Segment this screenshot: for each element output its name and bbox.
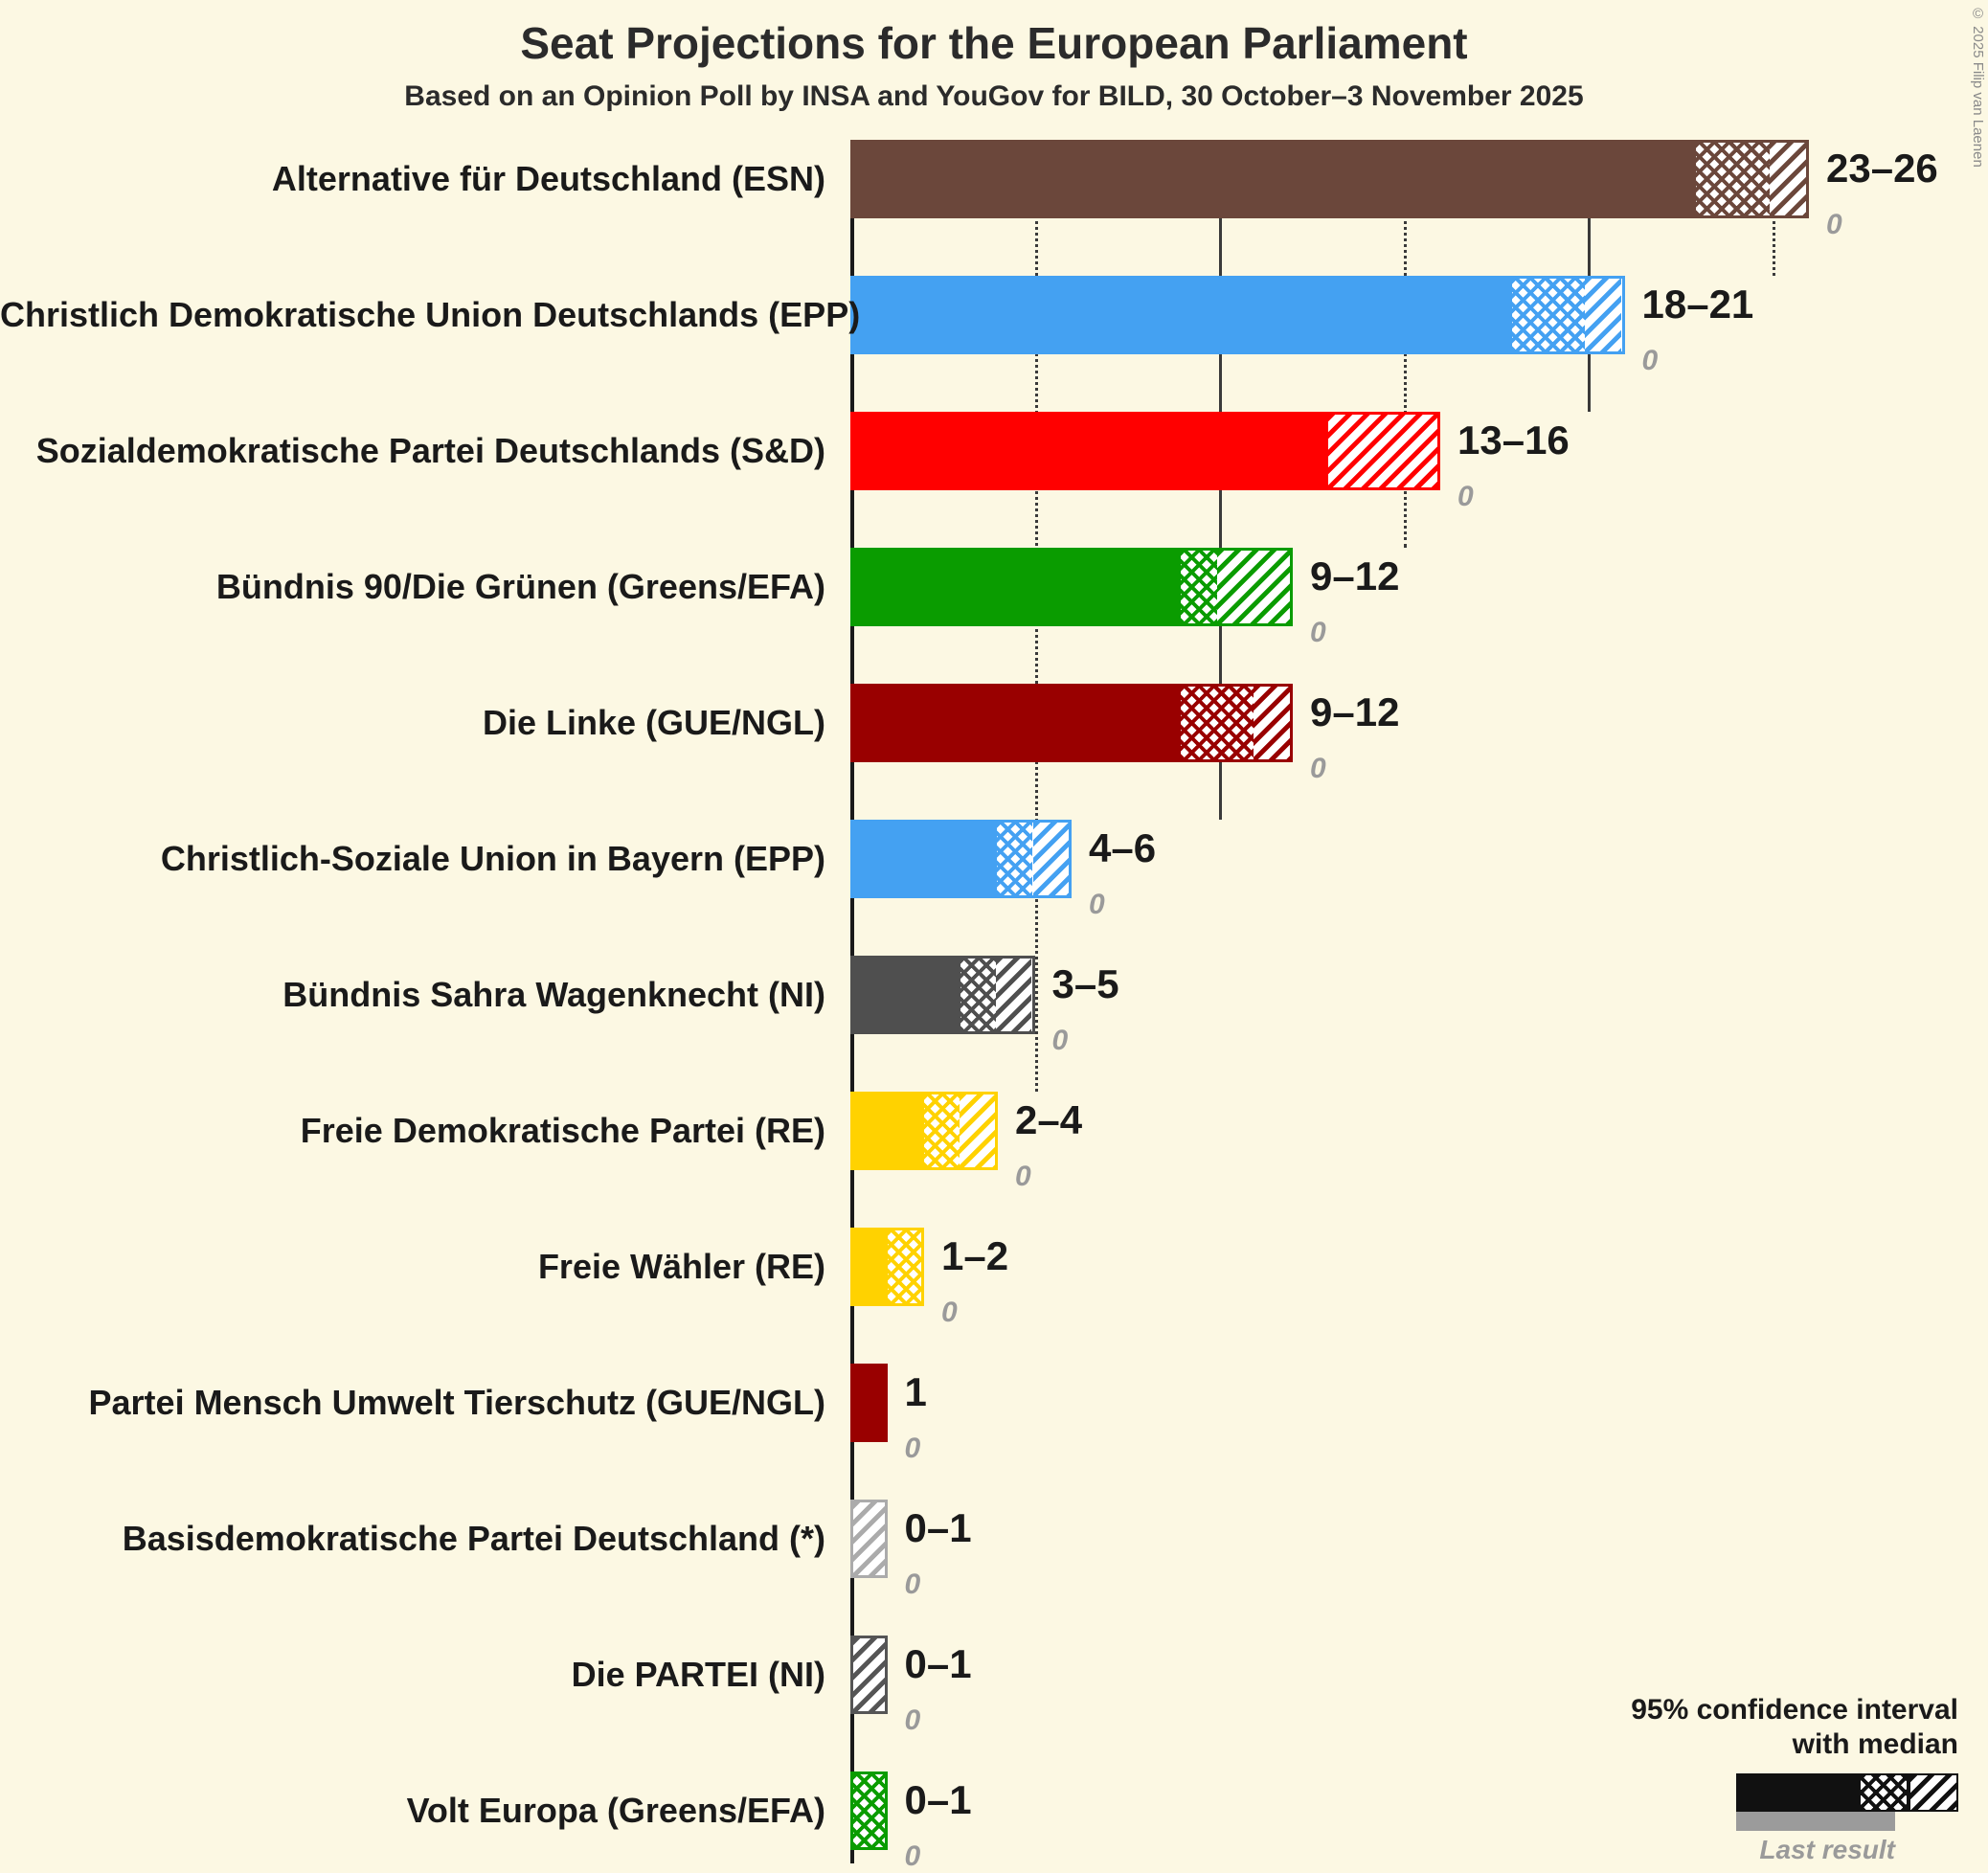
- seats-range-label: 13–16: [1457, 417, 1570, 463]
- bar-crosshatch-segment: [960, 959, 997, 1031]
- seats-range-label: 23–26: [1826, 146, 1938, 191]
- seat-bar: [850, 684, 1293, 762]
- bar-crosshatch-segment: [1696, 143, 1770, 215]
- bar-solid-segment: [853, 279, 1512, 351]
- legend-diagonal-segment: [1909, 1773, 1958, 1812]
- legend-last-result-bar: [1736, 1812, 1895, 1831]
- bar-diagonal-segment: [853, 1638, 885, 1711]
- bar-crosshatch-segment: [887, 1230, 921, 1303]
- seat-bar: [850, 1771, 888, 1850]
- bar-solid-segment: [853, 143, 1697, 215]
- chart-subtitle: Based on an Opinion Poll by INSA and You…: [404, 80, 1584, 112]
- party-label: Bündnis Sahra Wagenknecht (NI): [282, 975, 825, 1014]
- legend-crosshatch-segment: [1859, 1773, 1909, 1812]
- seats-range-label: 0–1: [904, 1777, 972, 1822]
- last-result-label: 0: [1310, 753, 1326, 784]
- last-result-label: 0: [1457, 481, 1474, 512]
- party-label: Basisdemokratische Partei Deutschland (*…: [122, 1519, 825, 1558]
- seats-range-label: 4–6: [1089, 825, 1157, 870]
- bar-crosshatch-segment: [996, 823, 1033, 895]
- seats-range-label: 9–12: [1310, 553, 1400, 598]
- party-label: Volt Europa (Greens/EFA): [406, 1791, 825, 1830]
- party-label: Die Linke (GUE/NGL): [482, 703, 825, 742]
- seat-bar: [850, 412, 1440, 490]
- bar-diagonal-segment: [960, 1094, 995, 1167]
- seats-range-label: 0–1: [904, 1505, 972, 1550]
- last-result-label: 0: [904, 1840, 921, 1872]
- bar-diagonal-segment: [1217, 551, 1290, 623]
- seats-range-label: 18–21: [1641, 282, 1754, 327]
- party-label: Bündnis 90/Die Grünen (Greens/EFA): [215, 567, 825, 606]
- party-label: Christlich-Soziale Union in Bayern (EPP): [160, 839, 825, 878]
- seats-range-label: 3–5: [1051, 961, 1119, 1006]
- party-label: Die PARTEI (NI): [571, 1655, 825, 1694]
- bar-diagonal-segment: [1327, 415, 1437, 487]
- bar-diagonal-segment: [853, 1502, 885, 1575]
- bar-solid-segment: [853, 415, 1328, 487]
- last-result-label: 0: [1310, 617, 1326, 648]
- seat-bar: [850, 956, 1035, 1034]
- legend-last-result-label: Last result: [1759, 1835, 1895, 1864]
- seats-range-label: 1: [904, 1369, 927, 1414]
- seats-range-label: 2–4: [1015, 1097, 1083, 1142]
- seat-bar: [850, 276, 1625, 354]
- seat-bar: [850, 1500, 888, 1578]
- legend-ci-bar: [1736, 1773, 1958, 1812]
- bar-solid-segment: [853, 959, 960, 1031]
- copyright-notice: © 2025 Filip van Laenen: [1970, 6, 1986, 168]
- seat-bar: [850, 1092, 998, 1170]
- seat-bar: [850, 1228, 924, 1306]
- bar-crosshatch-segment: [1181, 551, 1217, 623]
- party-label: Alternative für Deutschland (ESN): [271, 159, 825, 198]
- chart-title: Seat Projections for the European Parlia…: [520, 18, 1468, 68]
- last-result-label: 0: [1015, 1161, 1031, 1192]
- legend-ci-line2: with median: [1792, 1728, 1958, 1760]
- last-result-label: 0: [1641, 345, 1659, 376]
- party-label: Christlich Demokratische Union Deutschla…: [0, 295, 861, 334]
- bar-diagonal-segment: [1032, 823, 1069, 895]
- party-label: Partei Mensch Umwelt Tierschutz (GUE/NGL…: [88, 1383, 825, 1422]
- last-result-label: 0: [1051, 1025, 1069, 1056]
- last-result-label: 0: [904, 1433, 921, 1464]
- legend-solid-segment: [1736, 1773, 1859, 1812]
- seat-bar: [850, 1364, 888, 1442]
- last-result-label: 0: [941, 1297, 958, 1328]
- party-label: Freie Demokratische Partei (RE): [300, 1111, 825, 1150]
- bar-solid-segment: [853, 1094, 924, 1167]
- bar-crosshatch-segment: [1511, 279, 1586, 351]
- party-label: Freie Wähler (RE): [537, 1247, 825, 1286]
- bar-diagonal-segment: [996, 959, 1032, 1031]
- bar-diagonal-segment: [1254, 687, 1290, 759]
- bar-diagonal-segment: [1585, 279, 1622, 351]
- legend-ci-line1: 95% confidence interval: [1631, 1694, 1958, 1726]
- last-result-label: 0: [904, 1704, 921, 1736]
- bar-crosshatch-segment: [924, 1094, 960, 1167]
- bar-solid-segment: [853, 823, 997, 895]
- bar-crosshatch-segment: [853, 1774, 885, 1847]
- bar-solid-segment: [853, 551, 1181, 623]
- seat-bar: [850, 820, 1072, 898]
- bar-solid-segment: [853, 1366, 885, 1439]
- legend: 95% confidence interval with median Last…: [1570, 1693, 1958, 1865]
- bar-solid-segment: [853, 1230, 888, 1303]
- last-result-label: 0: [1089, 889, 1105, 920]
- seat-bar: [850, 548, 1293, 626]
- seats-range-label: 0–1: [904, 1641, 972, 1686]
- last-result-label: 0: [1826, 209, 1842, 240]
- seats-range-label: 1–2: [941, 1233, 1009, 1278]
- seat-bar: [850, 140, 1809, 218]
- seat-bar: [850, 1636, 888, 1714]
- bar-diagonal-segment: [1769, 143, 1806, 215]
- party-label: Sozialdemokratische Partei Deutschlands …: [35, 431, 825, 470]
- seats-range-label: 9–12: [1310, 689, 1400, 734]
- bar-crosshatch-segment: [1181, 687, 1254, 759]
- last-result-label: 0: [904, 1568, 921, 1600]
- bar-solid-segment: [853, 687, 1181, 759]
